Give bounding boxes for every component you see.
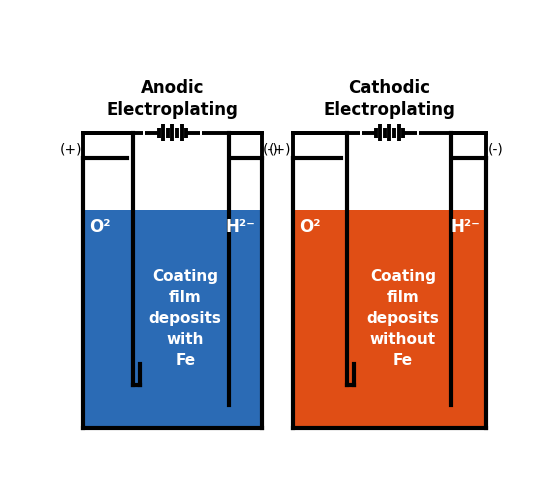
Text: (+): (+) xyxy=(269,143,291,157)
Bar xyxy=(292,158,486,428)
Bar xyxy=(292,210,486,428)
Text: O²: O² xyxy=(299,218,320,236)
Text: H²⁻: H²⁻ xyxy=(450,218,480,236)
Text: Coating
film
deposits
with
Fe: Coating film deposits with Fe xyxy=(149,269,221,369)
Text: Cathodic
Electroplating: Cathodic Electroplating xyxy=(324,79,456,119)
Text: O²: O² xyxy=(89,218,111,236)
Text: (-): (-) xyxy=(488,143,503,157)
Text: Anodic
Electroplating: Anodic Electroplating xyxy=(107,79,239,119)
Text: H²⁻: H²⁻ xyxy=(225,218,255,236)
Bar xyxy=(83,158,261,428)
Text: (-): (-) xyxy=(263,143,279,157)
Bar xyxy=(83,210,261,428)
Text: (+): (+) xyxy=(59,143,82,157)
Text: Coating
film
deposits
without
Fe: Coating film deposits without Fe xyxy=(366,269,440,369)
